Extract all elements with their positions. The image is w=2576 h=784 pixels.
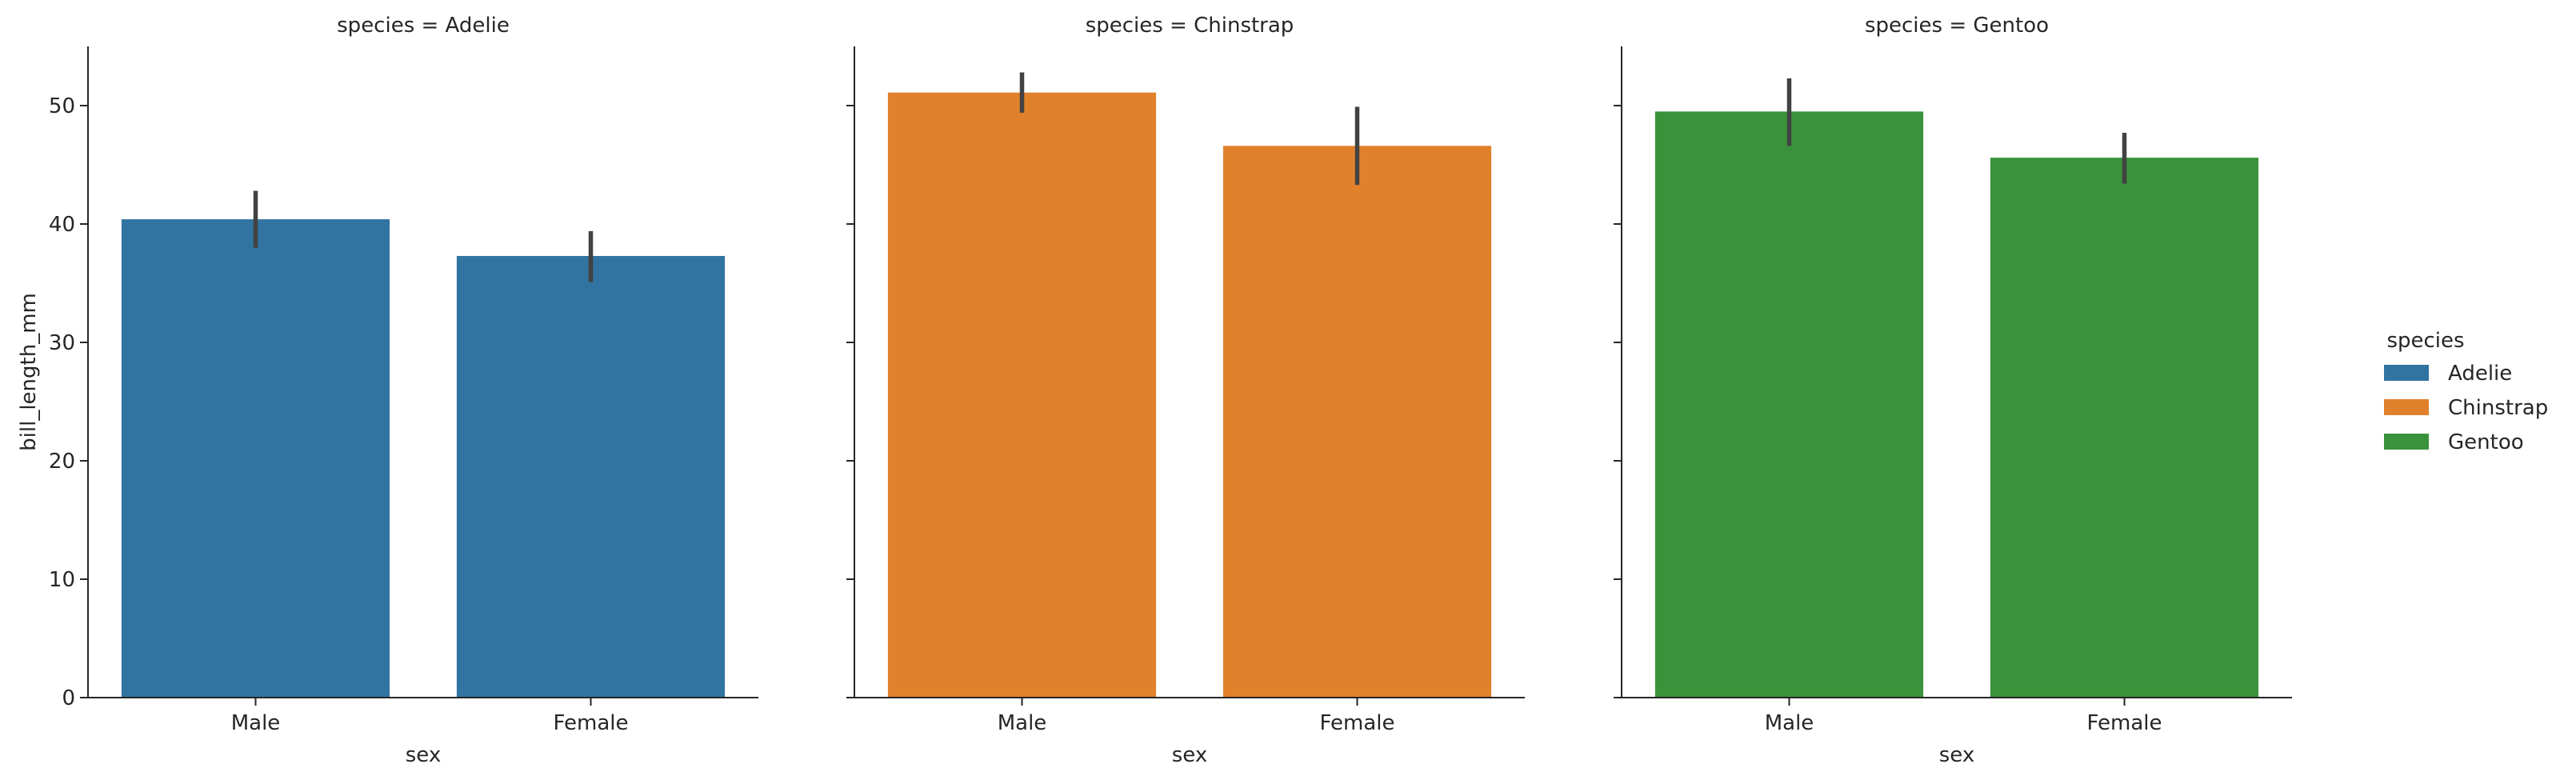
bar-female (1222, 146, 1492, 698)
y-tick-label: 0 (62, 686, 75, 710)
legend-label-chinstrap: Chinstrap (2448, 396, 2548, 420)
bar-male (887, 92, 1157, 698)
panel-title: species = Gentoo (1865, 14, 2049, 38)
legend-swatch-gentoo (2384, 434, 2429, 450)
x-tick-label: Female (553, 711, 628, 735)
x-tick-label: Male (231, 711, 281, 735)
bar-female (456, 255, 726, 698)
legend-label-adelie: Adelie (2448, 362, 2512, 386)
x-axis-label: sex (1939, 743, 1974, 767)
y-tick-label: 10 (49, 568, 75, 592)
x-tick-label: Female (1319, 711, 1394, 735)
panel-title: species = Chinstrap (1086, 14, 1294, 38)
x-tick-label: Female (2086, 711, 2162, 735)
x-axis-label: sex (406, 743, 441, 767)
y-tick-label: 30 (49, 331, 75, 355)
y-tick-label: 50 (49, 94, 75, 118)
panel-title: species = Adelie (337, 14, 510, 38)
legend-title: species (2386, 329, 2464, 353)
x-tick-label: Male (1765, 711, 1814, 735)
legend-swatch-chinstrap (2384, 399, 2429, 415)
y-tick-label: 20 (49, 450, 75, 474)
bar-male (121, 219, 390, 698)
legend-label-gentoo: Gentoo (2448, 430, 2524, 454)
x-tick-label: Male (998, 711, 1047, 735)
y-tick-label: 40 (49, 213, 75, 237)
x-axis-label: sex (1172, 743, 1207, 767)
bar-female (1990, 158, 2259, 698)
legend-swatch-adelie (2384, 365, 2429, 381)
bar-male (1654, 111, 1924, 698)
y-axis-label: bill_length_mm (17, 293, 41, 451)
